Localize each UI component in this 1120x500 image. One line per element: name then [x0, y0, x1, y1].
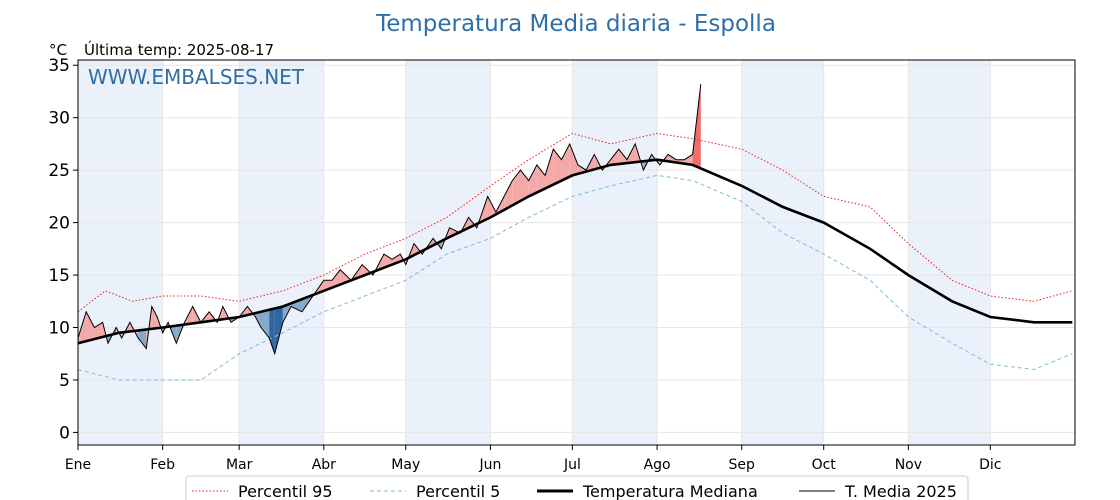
watermark: WWW.EMBALSES.NET: [88, 65, 305, 89]
y-tick-label-0: 0: [59, 423, 70, 443]
anomaly-fill-segment: [561, 143, 570, 181]
anomaly-fill-segment: [274, 306, 283, 354]
anomaly-fill-segment: [512, 170, 521, 206]
anomaly-fill-segment: [482, 196, 488, 222]
series-t-media-2025-line: [77, 84, 702, 356]
anomaly-fill-segment: [255, 311, 262, 328]
legend-p5-label: Percentil 5: [416, 482, 500, 500]
x-tick-label-Ago: Ago: [644, 457, 671, 473]
anomaly-fill-segment: [610, 149, 619, 165]
y-tick-label-20: 20: [48, 214, 70, 234]
x-tick-label-Sep: Sep: [729, 457, 756, 473]
x-tick-label-Jun: Jun: [479, 457, 502, 473]
month-band-Jul: [572, 60, 658, 445]
anomaly-fill-segment: [138, 329, 147, 349]
anomaly-fill-segment: [618, 149, 628, 164]
anomaly-fill-segment: [151, 306, 158, 329]
y-tick-label-5: 5: [59, 371, 70, 391]
x-tick-label-Oct: Oct: [812, 457, 837, 473]
anomaly-fill-segment: [86, 311, 95, 342]
x-tick-label-Jul: Jul: [563, 457, 581, 473]
anomaly-fill-segment: [536, 164, 546, 193]
x-axis: Ene Feb Mar Abr May Jun Jul Ago Sep Oct Nov Dic: [65, 445, 1002, 473]
plot-frame: [77, 59, 1076, 446]
anomaly-fill-segment: [569, 143, 578, 177]
month-band-Mar: [239, 60, 324, 445]
series-percentil-5-line: [77, 174, 1073, 381]
anomaly-fill-segment: [504, 180, 513, 210]
anomaly-fill-segment: [553, 149, 562, 185]
month-band-Nov: [908, 60, 991, 445]
anomaly-fill-segment: [261, 309, 270, 338]
month-band-Ene: [78, 60, 163, 445]
anomaly-fill-segment: [684, 154, 693, 165]
anomaly-fill-segment: [528, 164, 537, 197]
anomaly-fill-segment: [332, 269, 341, 288]
y-tick-label-25: 25: [48, 161, 70, 181]
y-axis: 0 5 10 15 20 25 30 35: [48, 56, 78, 443]
x-tick-label-Nov: Nov: [895, 457, 922, 473]
y-tick-label-10: 10: [48, 319, 70, 339]
last-temp-label: Última temp: 2025-08-17: [84, 40, 274, 59]
anomaly-fill-segment: [269, 308, 275, 354]
y-tick-label-30: 30: [48, 109, 70, 129]
series-lines: [77, 84, 1073, 381]
x-tick-label-May: May: [391, 457, 420, 473]
unit-label: °C: [49, 41, 67, 59]
x-tick-label-Abr: Abr: [312, 457, 336, 473]
chart-title: Temperatura Media diaria - Espolla: [375, 11, 776, 37]
x-tick-label-Feb: Feb: [150, 457, 175, 473]
anomaly-fill-segment: [487, 196, 496, 219]
month-shading-bands: [78, 60, 991, 445]
anomaly-fill-segment: [635, 143, 644, 171]
x-tick-label-Ene: Ene: [65, 457, 91, 473]
x-tick-label-Dic: Dic: [979, 457, 1001, 473]
legend: Percentil 95 Percentil 5 Temperatura Med…: [185, 475, 969, 500]
anomaly-fill-segment: [659, 154, 669, 165]
y-tick-label-15: 15: [48, 266, 70, 286]
legend-median-label: Temperatura Mediana: [582, 482, 758, 500]
legend-current-label: T. Media 2025: [844, 482, 957, 500]
anomaly-fill-segment: [520, 170, 529, 201]
legend-box: [185, 475, 969, 500]
y-tick-label-35: 35: [48, 56, 70, 76]
anomaly-fill-segment: [545, 149, 554, 189]
anomaly-fill-segment: [468, 217, 477, 228]
month-band-Sep: [741, 60, 824, 445]
legend-p95-label: Percentil 95: [238, 482, 333, 500]
x-tick-label-Mar: Mar: [226, 457, 253, 473]
series-percentil-95-line: [77, 132, 1073, 313]
